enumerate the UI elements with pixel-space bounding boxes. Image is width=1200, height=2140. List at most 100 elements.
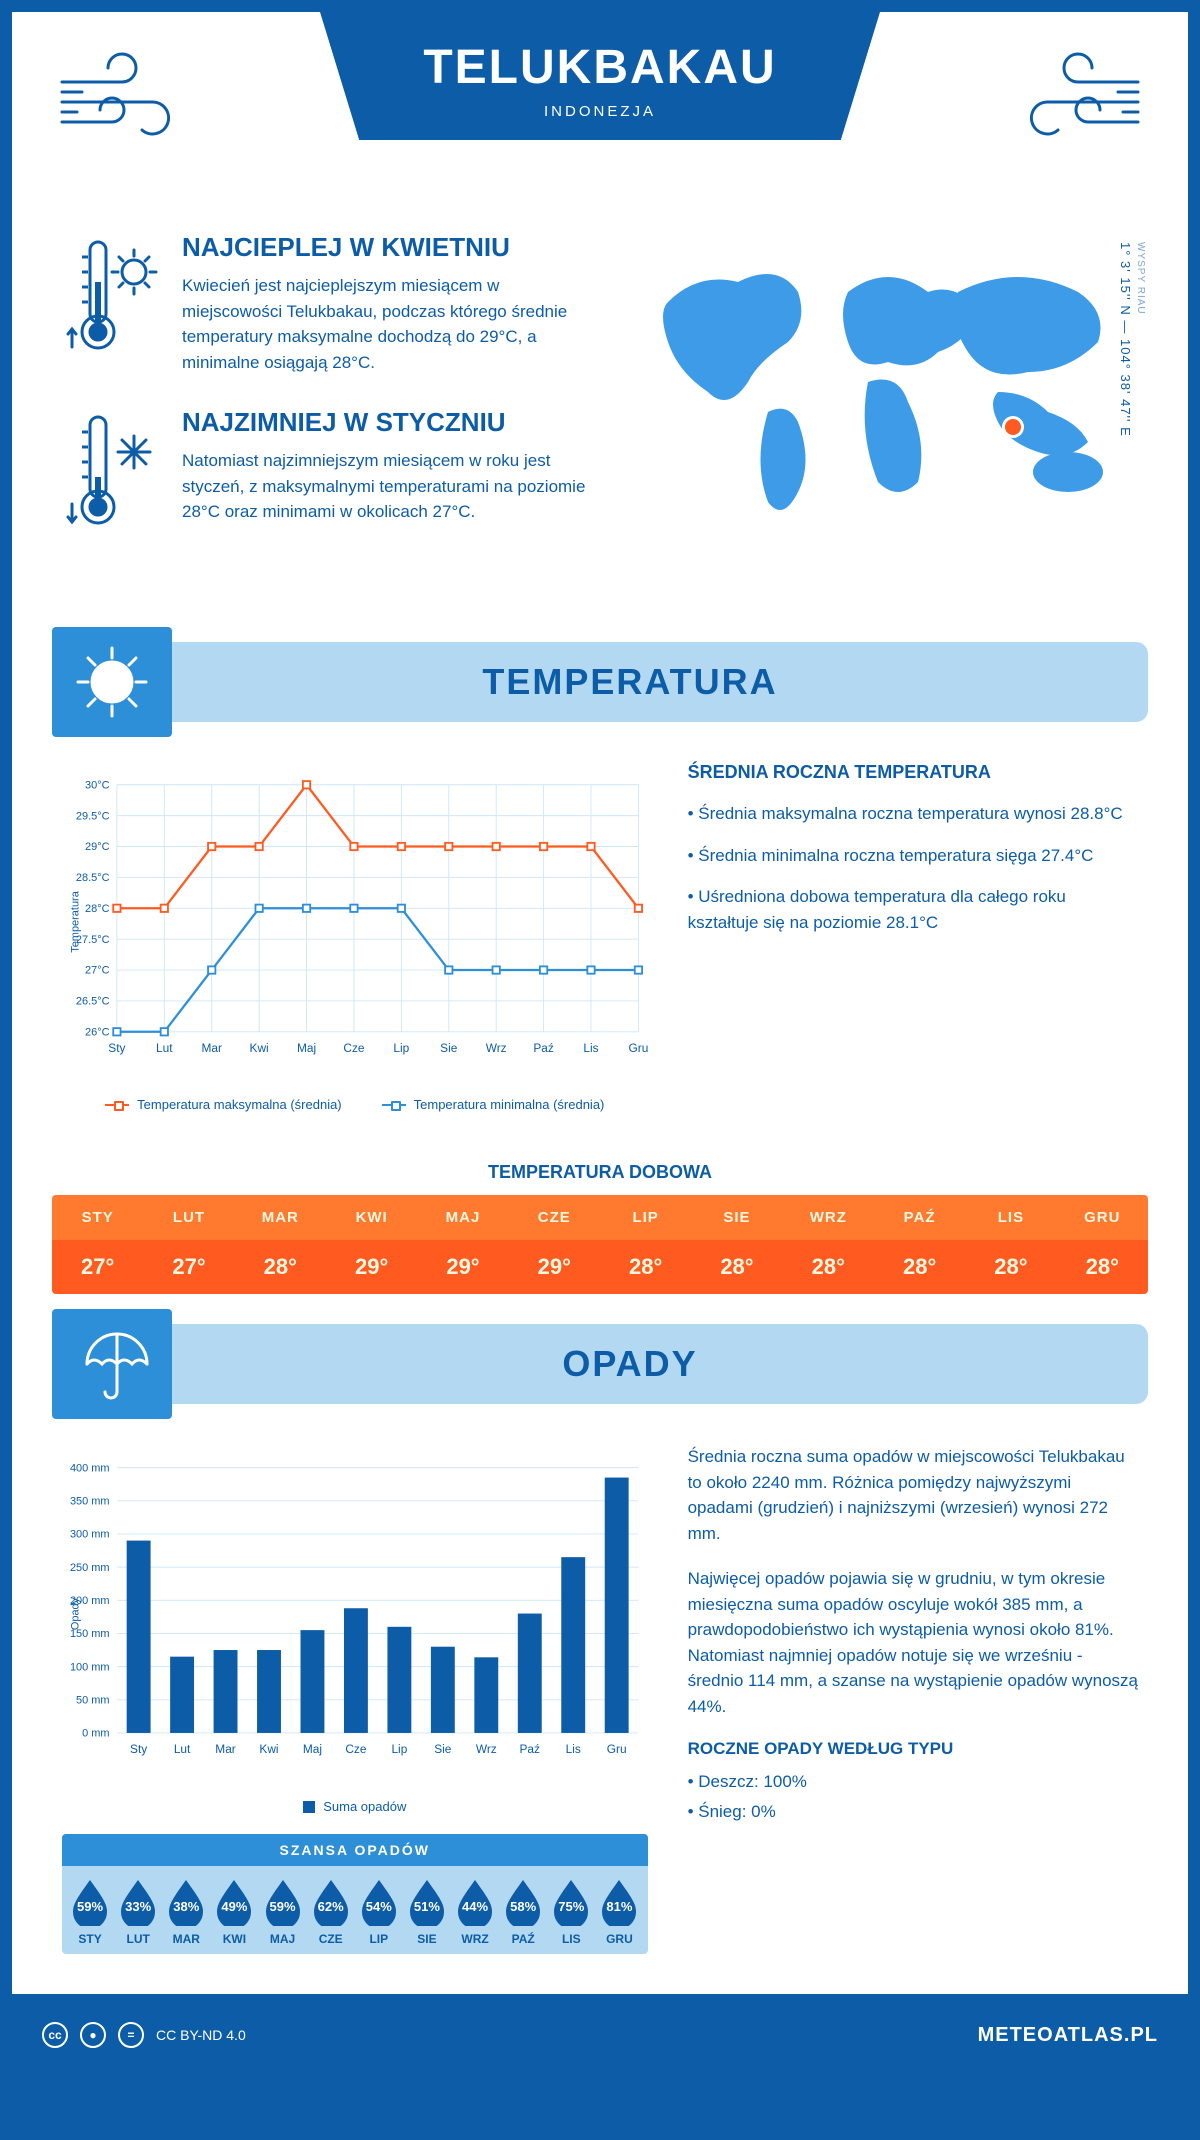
svg-text:350 mm: 350 mm xyxy=(70,1495,110,1507)
svg-text:Kwi: Kwi xyxy=(259,1742,278,1756)
fact-coldest: NAJZIMNIEJ W STYCZNIU Natomiast najzimni… xyxy=(62,407,588,552)
svg-text:Wrz: Wrz xyxy=(476,1742,497,1756)
site-name: METEOATLAS.PL xyxy=(978,2024,1158,2047)
svg-text:Paź: Paź xyxy=(533,1041,554,1055)
title-banner: TELUKBAKAU INDONEZJA xyxy=(320,12,880,140)
table-header-cell: MAJ xyxy=(417,1195,508,1240)
table-cell: 29° xyxy=(326,1240,417,1294)
svg-text:Lut: Lut xyxy=(174,1742,191,1756)
page-subtitle: INDONEZJA xyxy=(340,103,860,120)
chance-cell: 81%GRU xyxy=(595,1878,643,1946)
temp-info-p2: • Średnia minimalna roczna temperatura s… xyxy=(688,843,1138,869)
precip-p1: Średnia roczna suma opadów w miejscowośc… xyxy=(688,1444,1138,1546)
svg-text:400 mm: 400 mm xyxy=(70,1462,110,1474)
table-header-cell: WRZ xyxy=(783,1195,874,1240)
chance-cell: 59%MAJ xyxy=(259,1878,307,1946)
precip-type-heading: ROCZNE OPADY WEDŁUG TYPU xyxy=(688,1739,1138,1759)
fact-cold-title: NAJZIMNIEJ W STYCZNIU xyxy=(182,407,588,438)
temp-info-heading: ŚREDNIA ROCZNA TEMPERATURA xyxy=(688,762,1138,783)
svg-text:30°C: 30°C xyxy=(85,779,110,791)
table-cell: 27° xyxy=(52,1240,143,1294)
header: TELUKBAKAU INDONEZJA xyxy=(12,12,1188,212)
chance-cell: 51%SIE xyxy=(403,1878,451,1946)
svg-text:Sty: Sty xyxy=(108,1041,125,1055)
chance-cell: 54%LIP xyxy=(355,1878,403,1946)
chance-title: SZANSA OPADÓW xyxy=(62,1834,648,1866)
svg-text:Lut: Lut xyxy=(156,1041,173,1055)
coordinates: WYSPY RIAU 1° 3' 15'' N — 104° 38' 47'' … xyxy=(1118,242,1148,437)
svg-text:250 mm: 250 mm xyxy=(70,1562,110,1574)
svg-text:Kwi: Kwi xyxy=(250,1041,269,1055)
svg-text:26°C: 26°C xyxy=(85,1026,110,1038)
svg-text:Gru: Gru xyxy=(629,1041,648,1055)
chance-cell: 49%KWI xyxy=(210,1878,258,1946)
temp-info-p3: • Uśredniona dobowa temperatura dla całe… xyxy=(688,884,1138,935)
svg-text:29.5°C: 29.5°C xyxy=(76,810,110,822)
chance-cell: 38%MAR xyxy=(162,1878,210,1946)
chance-cell: 62%CZE xyxy=(307,1878,355,1946)
wind-icon xyxy=(52,52,212,152)
svg-text:Sty: Sty xyxy=(130,1742,147,1756)
svg-text:Lis: Lis xyxy=(583,1041,598,1055)
svg-text:300 mm: 300 mm xyxy=(70,1529,110,1541)
nd-icon: = xyxy=(118,2022,144,2048)
legend-min: Temperatura minimalna (średnia) xyxy=(414,1097,605,1112)
svg-text:26.5°C: 26.5°C xyxy=(76,996,110,1008)
legend-max: Temperatura maksymalna (średnia) xyxy=(137,1097,341,1112)
table-cell: 28° xyxy=(1057,1240,1148,1294)
svg-text:Temperatura: Temperatura xyxy=(69,890,81,952)
table-header-cell: KWI xyxy=(326,1195,417,1240)
table-cell: 28° xyxy=(691,1240,782,1294)
precip-rain: • Deszcz: 100% xyxy=(688,1769,1138,1795)
chance-cell: 59%STY xyxy=(66,1878,114,1946)
svg-text:Mar: Mar xyxy=(215,1742,235,1756)
daily-temp-table: STYLUTMARKWIMAJCZELIPSIEWRZPAŹLISGRU 27°… xyxy=(52,1195,1148,1294)
table-cell: 29° xyxy=(417,1240,508,1294)
chance-cell: 44%WRZ xyxy=(451,1878,499,1946)
footer: cc ● = CC BY-ND 4.0 METEOATLAS.PL xyxy=(12,2006,1188,2064)
table-header-cell: PAŹ xyxy=(874,1195,965,1240)
table-cell: 28° xyxy=(600,1240,691,1294)
page-title: TELUKBAKAU xyxy=(340,40,860,95)
svg-text:Wrz: Wrz xyxy=(486,1041,507,1055)
license-text: CC BY-ND 4.0 xyxy=(156,2027,246,2043)
svg-text:28.5°C: 28.5°C xyxy=(76,872,110,884)
lat-label: 1° 3' 15'' N xyxy=(1118,242,1133,316)
svg-text:Maj: Maj xyxy=(303,1742,322,1756)
bar-legend-label: Suma opadów xyxy=(323,1799,406,1814)
table-header-cell: GRU xyxy=(1057,1195,1148,1240)
table-header-cell: CZE xyxy=(509,1195,600,1240)
region-label: WYSPY RIAU xyxy=(1135,242,1146,315)
svg-text:Lis: Lis xyxy=(566,1742,581,1756)
svg-text:100 mm: 100 mm xyxy=(70,1661,110,1673)
svg-text:Cze: Cze xyxy=(343,1041,365,1055)
umbrella-icon xyxy=(52,1309,172,1419)
svg-text:Sie: Sie xyxy=(440,1041,458,1055)
precipitation-chance-table: SZANSA OPADÓW 59%STY33%LUT38%MAR49%KWI59… xyxy=(62,1834,648,1954)
daily-temp-title: TEMPERATURA DOBOWA xyxy=(12,1162,1188,1183)
svg-text:Gru: Gru xyxy=(607,1742,627,1756)
world-map: WYSPY RIAU 1° 3' 15'' N — 104° 38' 47'' … xyxy=(618,232,1138,582)
svg-text:0 mm: 0 mm xyxy=(82,1728,109,1740)
wind-icon xyxy=(988,52,1148,152)
fact-warm-title: NAJCIEPLEJ W KWIETNIU xyxy=(182,232,588,263)
thermometer-snow-icon xyxy=(62,407,162,552)
lon-label: 104° 38' 47'' E xyxy=(1118,339,1133,437)
svg-text:Cze: Cze xyxy=(345,1742,367,1756)
chart-legend: Temperatura maksymalna (średnia) Tempera… xyxy=(62,1097,648,1112)
table-cell: 28° xyxy=(235,1240,326,1294)
fact-warm-text: Kwiecień jest najcieplejszym miesiącem w… xyxy=(182,273,588,375)
fact-cold-text: Natomiast najzimniejszym miesiącem w rok… xyxy=(182,448,588,525)
precipitation-bar-chart: 0 mm50 mm100 mm150 mm200 mm250 mm300 mm3… xyxy=(62,1444,648,1814)
precip-p2: Najwięcej opadów pojawia się w grudniu, … xyxy=(688,1566,1138,1719)
by-icon: ● xyxy=(80,2022,106,2048)
table-cell: 29° xyxy=(509,1240,600,1294)
table-cell: 28° xyxy=(783,1240,874,1294)
table-header-cell: SIE xyxy=(691,1195,782,1240)
table-header-cell: LIP xyxy=(600,1195,691,1240)
fact-warmest: NAJCIEPLEJ W KWIETNIU Kwiecień jest najc… xyxy=(62,232,588,377)
svg-text:Sie: Sie xyxy=(434,1742,452,1756)
svg-text:Opady: Opady xyxy=(69,1597,81,1630)
svg-text:Paź: Paź xyxy=(520,1742,541,1756)
temp-info-p1: • Średnia maksymalna roczna temperatura … xyxy=(688,801,1138,827)
